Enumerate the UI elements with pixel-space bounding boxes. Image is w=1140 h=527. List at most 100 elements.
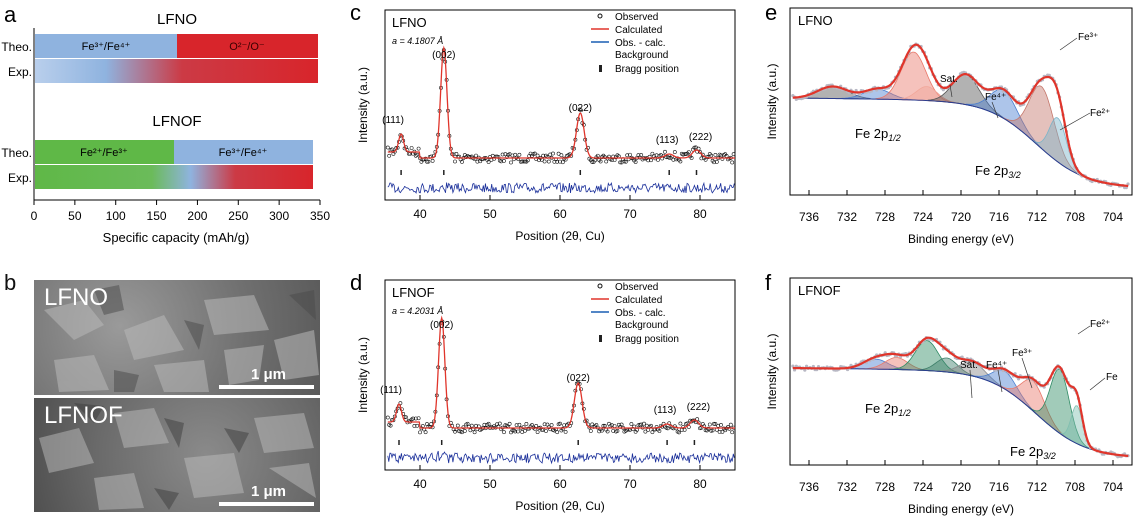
- observed-point: [628, 152, 632, 157]
- x-tick-label: 150: [147, 209, 167, 223]
- observed-point: [385, 415, 390, 420]
- observed-point: [475, 159, 480, 164]
- observed-point: [416, 416, 421, 421]
- legend-bragg-marker: [599, 335, 602, 342]
- scale-bar-label: 1 μm: [250, 366, 286, 383]
- observed-point: [717, 430, 722, 434]
- observed-point: [604, 159, 609, 164]
- panel-d: d LFNOF a = 4.2031 Å Intensity (a.u.) Positi…: [350, 270, 736, 513]
- x-tick-label: 250: [228, 209, 248, 223]
- observed-point: [423, 430, 428, 435]
- observed-point: [713, 422, 718, 426]
- x-tick-label: 350: [310, 209, 330, 223]
- observed-point: [593, 158, 597, 163]
- component-label: Fe²⁺: [1090, 319, 1110, 330]
- component-label: Fe²⁺: [1090, 108, 1110, 119]
- observed-point: [689, 156, 694, 160]
- observed-point: [462, 429, 467, 433]
- observed-point: [612, 424, 617, 429]
- calculated-line: [387, 315, 735, 429]
- observed-point: [532, 151, 537, 156]
- observed-points: [385, 319, 736, 435]
- panel-letter-d: d: [350, 270, 362, 295]
- x-tick-label: 708: [1065, 480, 1085, 494]
- observed-point: [429, 422, 434, 426]
- x-tick-label: 100: [106, 209, 126, 223]
- observed-point: [560, 160, 565, 165]
- observed-point: [556, 151, 561, 156]
- row-exp-label-2: Exp.: [8, 171, 32, 185]
- observed-point: [482, 422, 487, 427]
- observed-point: [696, 420, 701, 425]
- peak-label: (111): [382, 115, 404, 126]
- observed-point: [730, 430, 735, 435]
- observed-point: [514, 423, 519, 428]
- observed-point: [643, 429, 648, 434]
- x-tick-label: 736: [799, 210, 819, 224]
- envelope-line: [792, 43, 1129, 188]
- observed-point: [618, 160, 623, 165]
- observed-point: [507, 421, 512, 426]
- observed-point: [535, 430, 540, 435]
- sem-label-lfnof: LFNOF: [44, 402, 123, 429]
- observed-point: [709, 153, 714, 158]
- legend-label: Bragg position: [615, 334, 679, 345]
- x-tick-label: 60: [553, 207, 567, 221]
- observed-point: [677, 430, 681, 435]
- label-leader: [969, 369, 973, 399]
- fe2p12-label: Fe 2p1/2: [855, 126, 901, 143]
- observed-point: [549, 423, 554, 427]
- x-tick-label: 716: [989, 210, 1009, 224]
- observed-point: [663, 149, 667, 154]
- x-tick-label: 50: [483, 207, 497, 221]
- observed-point: [516, 156, 520, 161]
- observed-point: [546, 159, 551, 164]
- lfnof-title: LFNOF: [152, 113, 201, 130]
- label-leader: [1059, 112, 1091, 131]
- scale-bar: [219, 385, 314, 389]
- sem-label-lfno: LFNO: [44, 284, 109, 311]
- observed-point: [520, 159, 525, 164]
- observed-point: [460, 159, 464, 164]
- observed-point: [525, 426, 530, 431]
- lfnof-theo-bar-fe34: [174, 140, 313, 164]
- observed-point: [588, 429, 593, 433]
- observed-point: [517, 422, 522, 427]
- scale-bar-label-2: 1 μm: [250, 483, 286, 500]
- legend-label: Calculated: [615, 295, 662, 306]
- observed-point: [385, 145, 390, 150]
- raw-data-point: [804, 364, 809, 368]
- fe2p32-label: Fe 2p3/2: [1010, 444, 1056, 461]
- observed-point: [541, 153, 546, 158]
- legend-label: Observed: [615, 12, 658, 23]
- legend-label: Obs. - calc.: [615, 308, 666, 319]
- label-leader: [949, 84, 953, 98]
- observed-point: [649, 158, 653, 163]
- component-label: Fe³⁺: [1012, 348, 1032, 359]
- observed-point: [544, 429, 548, 433]
- envelope-line: [792, 336, 1129, 458]
- observed-point: [486, 421, 491, 426]
- x-tick-label: 60: [553, 477, 567, 491]
- x-tick-label: 40: [413, 207, 427, 221]
- observed-point: [559, 153, 564, 158]
- observed-point: [654, 153, 659, 158]
- legend-label: Calculated: [615, 25, 662, 36]
- observed-point: [719, 423, 723, 427]
- observed-point: [600, 428, 604, 433]
- lfno-title: LFNO: [157, 11, 197, 28]
- peak-label: (111): [380, 385, 402, 396]
- legend-bragg-marker: [599, 65, 602, 72]
- observed-point: [412, 424, 417, 428]
- observed-point: [625, 153, 630, 158]
- x-tick-label: 724: [913, 210, 933, 224]
- observed-point: [720, 429, 725, 434]
- observed-point: [474, 153, 478, 158]
- sample-label: LFNO: [798, 13, 833, 28]
- observed-point: [727, 426, 732, 431]
- observed-point: [692, 145, 697, 150]
- x-tick-label: 80: [693, 207, 707, 221]
- observed-point: [404, 415, 408, 420]
- panel-c: c LFNO a = 4.1807 Å Intensity (a.u.) Positio…: [350, 0, 736, 243]
- observed-point: [551, 151, 555, 156]
